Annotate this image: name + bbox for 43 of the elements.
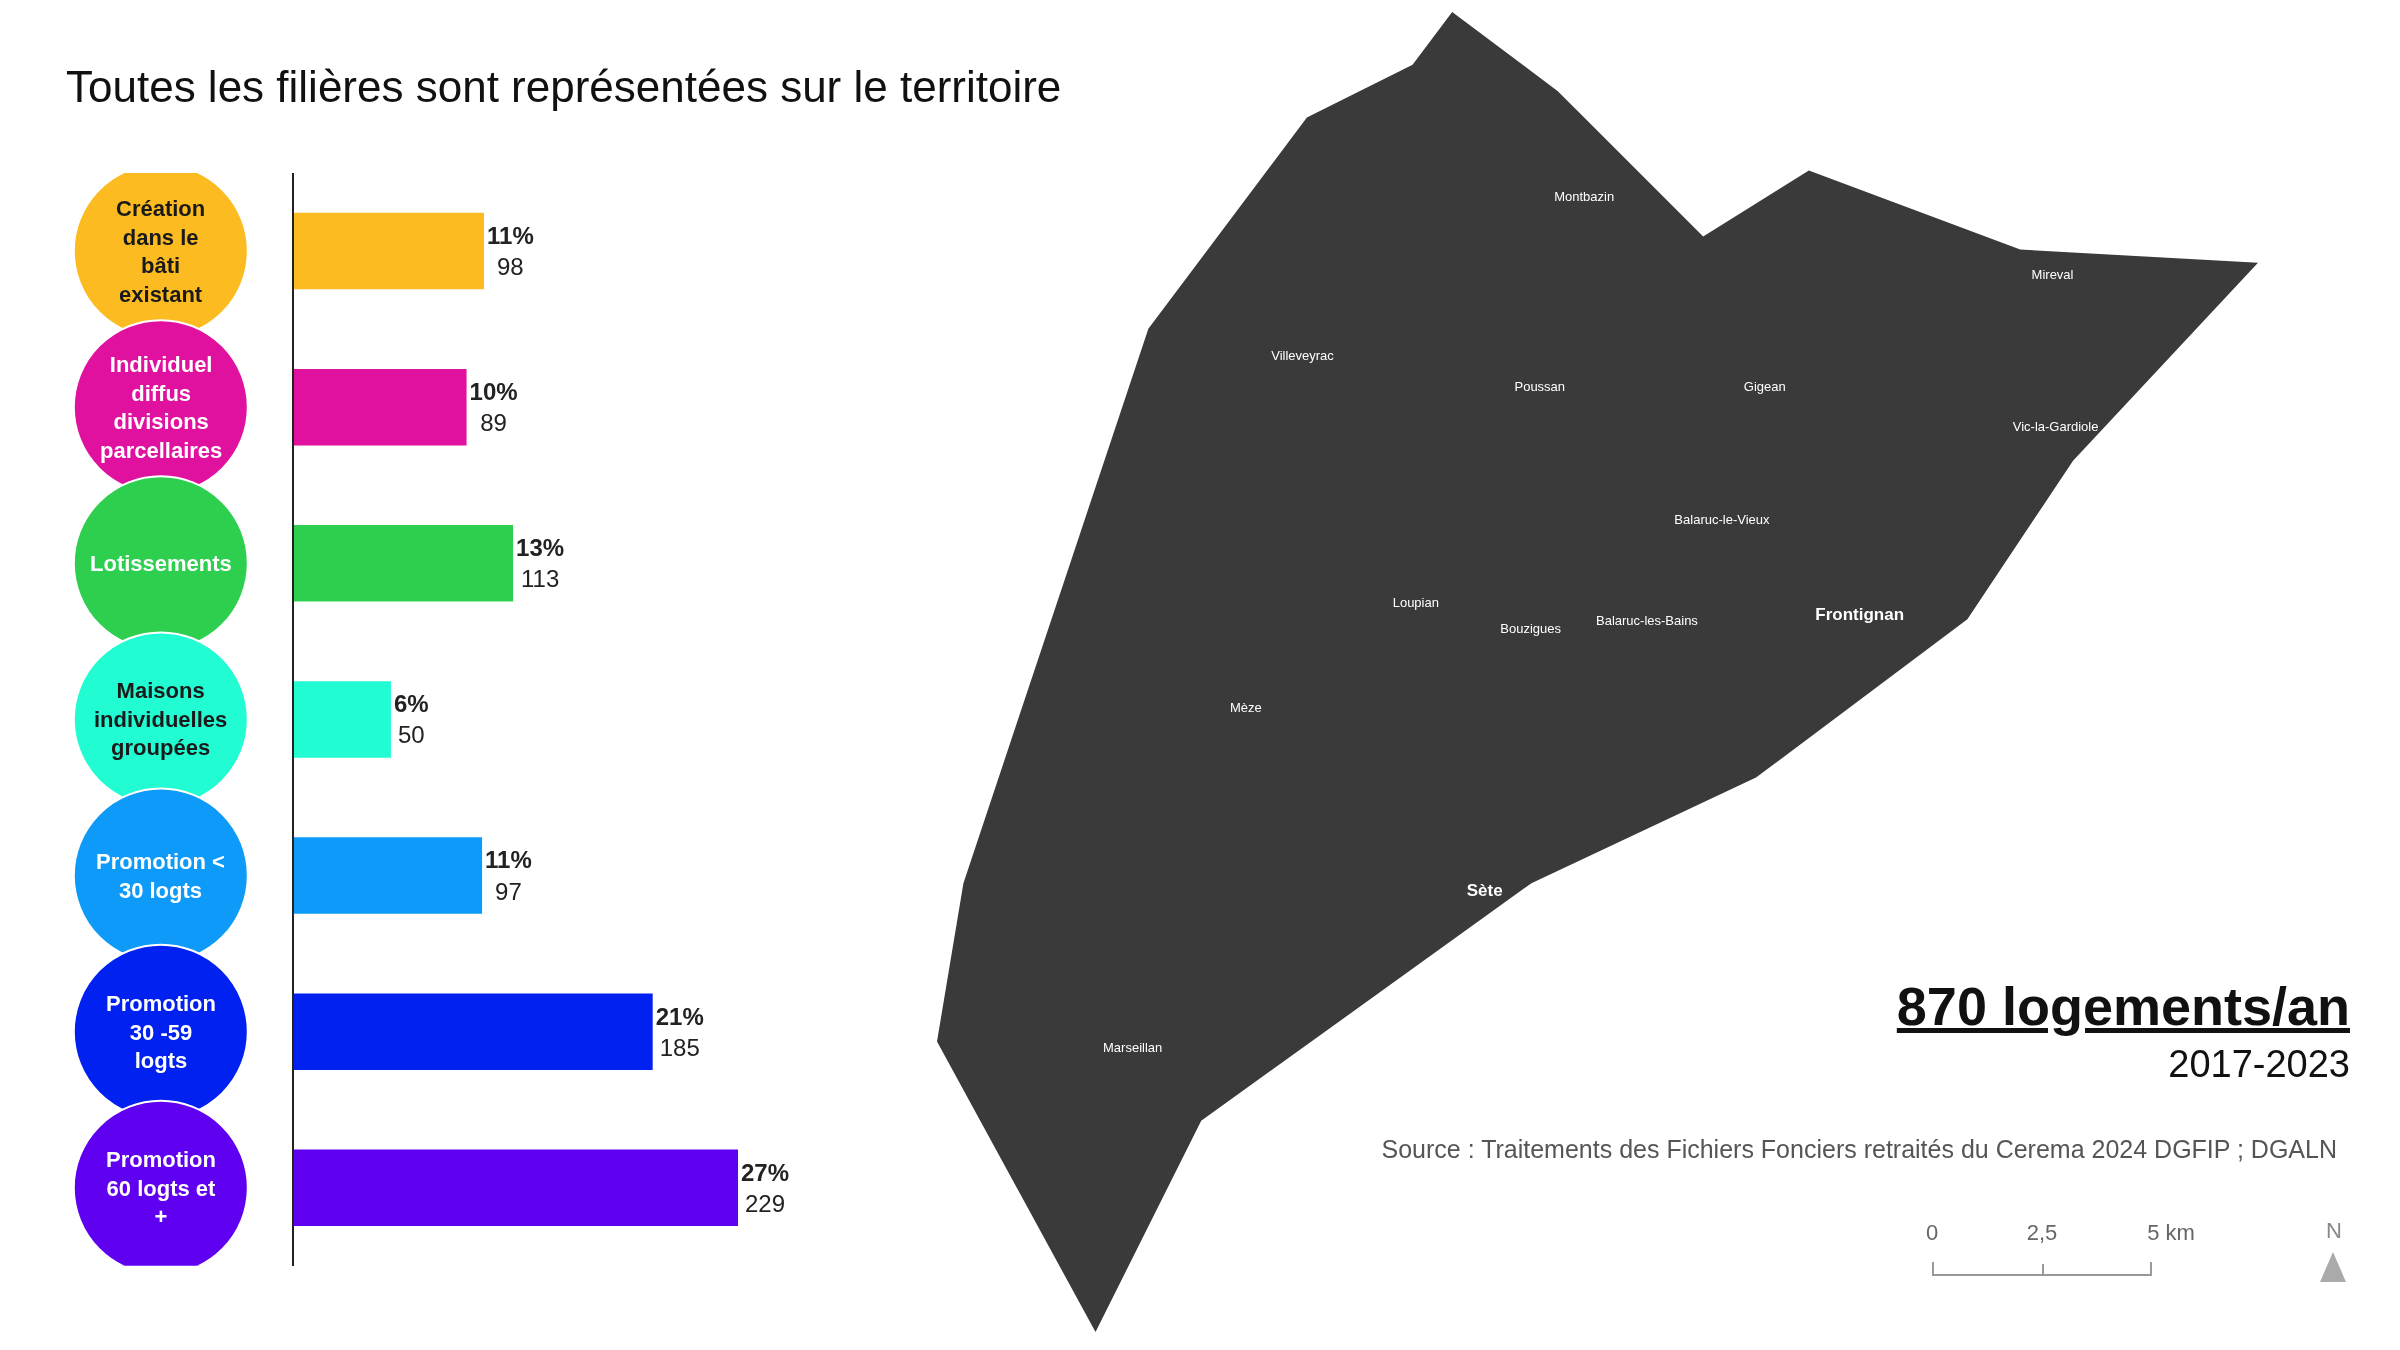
text: Gigean: [1743, 378, 1786, 394]
y-tick-label: Individuel diffus divisions parcellaires: [100, 352, 223, 463]
source-note: Source : Traitements des Fichiers Fonciers retraités du Cerema 2024 DGFIP ; DGALN: [1381, 1135, 2337, 1164]
data-label: 27% 229: [741, 1158, 790, 1217]
data-label: 11% 98: [487, 221, 534, 281]
chart-title: Toutes les filières sont représentées sur le territoire: [66, 62, 1062, 112]
y-tick-label: Maisons individuelles groupées: [94, 678, 228, 761]
y-tick-label: Promotion 30 -59 logts: [106, 991, 216, 1074]
text: Vic-la-Gardiole: [2012, 418, 2099, 433]
bar: [294, 368, 467, 446]
text: Villeveyrac: [1271, 347, 1334, 363]
data-label: 11% 97: [485, 846, 532, 905]
data-label: 10% 89: [469, 378, 518, 437]
text: Sète: [1466, 880, 1503, 901]
text: Balaruc-les-Bains: [1596, 612, 1698, 628]
text: Balaruc-le-Vieux: [1674, 511, 1770, 527]
bar: [294, 993, 653, 1070]
y-tick-label: Création dans le bâti existant: [116, 196, 206, 307]
bar: [294, 1149, 738, 1227]
text: N: [2326, 1218, 2342, 1244]
y-tick-label: Lotissements: [90, 551, 232, 576]
y-tick-label: Promotion 60 logts et +: [106, 1147, 217, 1230]
text: 5 km: [2147, 1220, 2195, 1246]
bar: [294, 212, 485, 290]
bar: [294, 837, 483, 914]
text: Loupian: [1392, 594, 1439, 610]
text: Frontignan: [1815, 605, 1905, 626]
text: 870 logements/an: [1896, 975, 2350, 1037]
data-label: 6% 50: [393, 690, 429, 749]
y-tick-label: Promotion < 30 logts: [96, 849, 225, 903]
text: Marseillan: [1103, 1039, 1163, 1055]
text: 2,5: [2026, 1220, 2058, 1246]
text: Bouzigues: [1500, 620, 1561, 636]
text: Mèze: [1230, 699, 1262, 715]
data-label: 21% 185: [655, 1002, 704, 1061]
text: Mireval: [2031, 266, 2074, 282]
text: Montbazin: [1554, 188, 1615, 204]
data-label: 13% 113: [516, 534, 565, 593]
bar: [294, 681, 391, 758]
bar: [294, 525, 514, 602]
text: 2017-2023: [2168, 1043, 2350, 1086]
text: 0: [1925, 1220, 1939, 1246]
text: Poussan: [1514, 378, 1566, 394]
